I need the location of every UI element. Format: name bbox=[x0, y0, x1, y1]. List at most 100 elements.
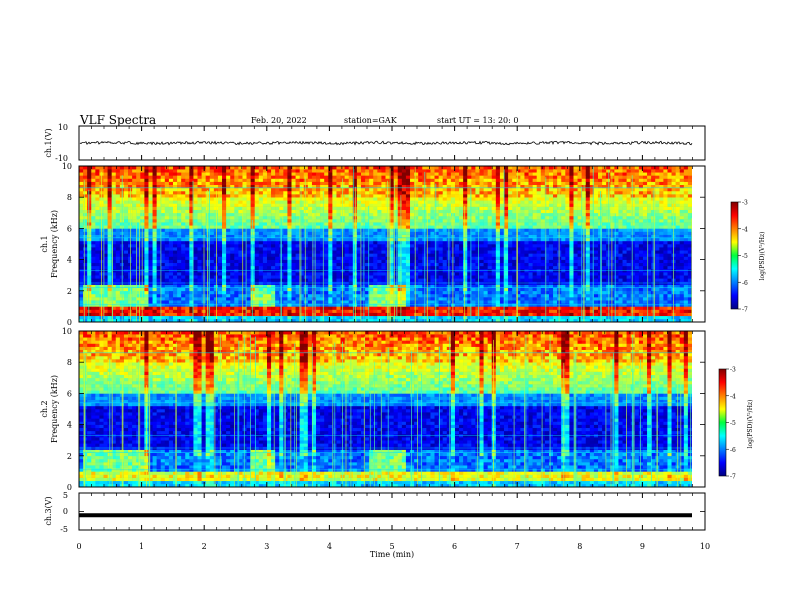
spectrogram-cell bbox=[471, 219, 476, 223]
spectrogram-cell bbox=[311, 225, 317, 229]
spectrogram-cell bbox=[381, 262, 386, 267]
spectrogram-cell bbox=[299, 265, 305, 270]
spectrogram-cell bbox=[393, 247, 399, 251]
spectrogram-cell bbox=[271, 247, 276, 251]
spectrogram-cell bbox=[160, 222, 166, 226]
spectrogram-cell bbox=[103, 209, 108, 214]
spectrogram-cell bbox=[316, 181, 321, 186]
spectrogram-cell bbox=[79, 184, 84, 189]
spectrogram-cell bbox=[185, 256, 190, 260]
spectrogram-cell bbox=[144, 284, 149, 288]
spectrogram-cell bbox=[217, 290, 223, 295]
spectrogram-cell bbox=[373, 231, 378, 235]
spectrogram-cell bbox=[87, 293, 92, 298]
spectrogram-cell bbox=[463, 275, 468, 279]
spectrogram-cell bbox=[328, 284, 333, 288]
spectrogram-cell bbox=[365, 312, 370, 317]
spectrogram-cell bbox=[295, 197, 300, 201]
spectrogram-cell bbox=[148, 209, 153, 214]
spectrogram-cell bbox=[164, 219, 170, 223]
spectrogram-cell bbox=[307, 206, 313, 210]
spectrogram-cell bbox=[287, 247, 292, 251]
spectrogram-cell bbox=[262, 309, 268, 313]
spectrogram-cell bbox=[356, 178, 362, 182]
spectrogram-cell bbox=[418, 212, 423, 217]
spectrogram-cell bbox=[414, 178, 419, 182]
spectrogram-cell bbox=[418, 222, 423, 226]
spectrogram-cell bbox=[115, 300, 121, 304]
spectrogram-cell bbox=[328, 231, 333, 235]
spectrogram-cell bbox=[168, 237, 174, 242]
spectrogram-cell bbox=[303, 190, 309, 195]
spectrogram-cell bbox=[463, 197, 468, 201]
spectrogram-cell bbox=[111, 222, 117, 226]
spectrogram-cell bbox=[365, 234, 370, 239]
spectrogram-cell bbox=[471, 278, 476, 282]
spectrogram-cell bbox=[279, 175, 284, 179]
spectrogram-cell bbox=[356, 300, 362, 304]
spectrogram-cell bbox=[136, 259, 141, 264]
spectrogram-cell bbox=[328, 178, 333, 182]
spectrogram-cell bbox=[471, 262, 476, 267]
spectrogram-cell bbox=[156, 312, 162, 317]
spectrogram-cell bbox=[320, 250, 325, 254]
spectrogram-cell bbox=[442, 172, 448, 176]
spectrogram-cell bbox=[471, 306, 476, 310]
spectrogram-cell bbox=[242, 178, 247, 182]
spectrogram-cell bbox=[189, 253, 194, 257]
spectrogram-cell bbox=[103, 315, 108, 320]
spectrogram-cell bbox=[107, 181, 112, 186]
spectrogram-cell bbox=[234, 278, 239, 282]
spectrogram-cell bbox=[434, 222, 439, 226]
spectrogram-cell bbox=[193, 190, 198, 195]
spectrogram-cell bbox=[275, 318, 280, 323]
spectrogram-cell bbox=[393, 184, 399, 189]
spectrogram-cell bbox=[271, 206, 276, 210]
spectrogram-cell bbox=[287, 253, 292, 257]
spectrogram-cell bbox=[164, 181, 170, 186]
spectrogram-cell bbox=[160, 309, 166, 313]
spectrogram-cell bbox=[299, 190, 305, 195]
spectrogram-cell bbox=[463, 247, 468, 251]
spectrogram-cell bbox=[123, 293, 129, 298]
spectrogram-cell bbox=[246, 250, 251, 254]
spectrogram-cell bbox=[389, 300, 394, 304]
spectrogram-cell bbox=[397, 244, 403, 248]
spectrogram-cell bbox=[320, 228, 325, 232]
spectrogram-cell bbox=[356, 181, 362, 186]
spectrogram-cell bbox=[360, 166, 366, 170]
spectrogram-cell bbox=[230, 256, 235, 260]
spectrogram-cell bbox=[193, 175, 198, 179]
spectrogram-cell bbox=[83, 219, 88, 223]
spectrogram-cell bbox=[136, 209, 141, 214]
spectrogram-cell bbox=[209, 297, 215, 301]
spectrogram-cell bbox=[454, 262, 460, 267]
spectrogram-cell bbox=[467, 209, 472, 214]
spectrogram-cell bbox=[324, 297, 329, 301]
spectrogram-cell bbox=[181, 309, 186, 313]
spectrogram-cell bbox=[222, 237, 227, 242]
spectrogram-cell bbox=[356, 318, 362, 323]
spectrogram-cell bbox=[87, 275, 92, 279]
spectrogram-cell bbox=[128, 184, 133, 189]
spectrogram-cell bbox=[164, 290, 170, 295]
spectrogram-cell bbox=[107, 203, 112, 207]
spectrogram-cell bbox=[328, 169, 333, 173]
spectrogram-cell bbox=[356, 225, 362, 229]
spectrogram-cell bbox=[397, 278, 403, 282]
spectrogram-cell bbox=[87, 178, 92, 182]
spectrogram-cell bbox=[258, 253, 264, 257]
spectrogram-cell bbox=[422, 166, 427, 170]
spectrogram-cell bbox=[103, 172, 108, 176]
spectrogram-cell bbox=[103, 290, 108, 295]
spectrogram-cell bbox=[328, 212, 333, 217]
spectrogram-cell bbox=[332, 256, 337, 260]
spectrogram-cell bbox=[189, 309, 194, 313]
spectrogram-cell bbox=[348, 225, 354, 229]
spectrogram-cell bbox=[426, 284, 431, 288]
spectrogram-cell bbox=[91, 253, 96, 257]
spectrogram-cell bbox=[103, 184, 108, 189]
spectrogram-cell bbox=[250, 297, 256, 301]
spectrogram-cell bbox=[226, 175, 231, 179]
spectrogram-cell bbox=[454, 203, 460, 207]
